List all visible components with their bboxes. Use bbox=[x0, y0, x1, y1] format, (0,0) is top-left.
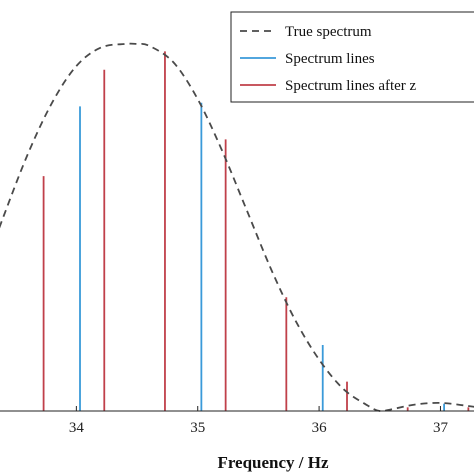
x-tick-label: 35 bbox=[190, 420, 205, 436]
x-axis-ticks: 34 35 36 37 bbox=[69, 406, 449, 436]
legend-label-spectrum-lines-after-z: Spectrum lines after z bbox=[285, 78, 417, 94]
x-axis-label: Frequency / Hz bbox=[217, 453, 329, 472]
legend-box bbox=[230, 11, 474, 103]
plot-area: 34 35 36 37 bbox=[0, 42, 474, 436]
legend-label-true-spectrum: True spectrum bbox=[285, 24, 372, 40]
stem-lines bbox=[42, 51, 470, 411]
x-tick-label: 34 bbox=[69, 420, 85, 436]
legend: True spectrum Spectrum lines Spectrum li… bbox=[230, 11, 474, 103]
legend-label-spectrum-lines: Spectrum lines bbox=[285, 51, 375, 67]
x-tick-label: 37 bbox=[433, 420, 449, 436]
true-spectrum-curve bbox=[0, 42, 474, 413]
x-tick-label: 36 bbox=[312, 420, 328, 436]
